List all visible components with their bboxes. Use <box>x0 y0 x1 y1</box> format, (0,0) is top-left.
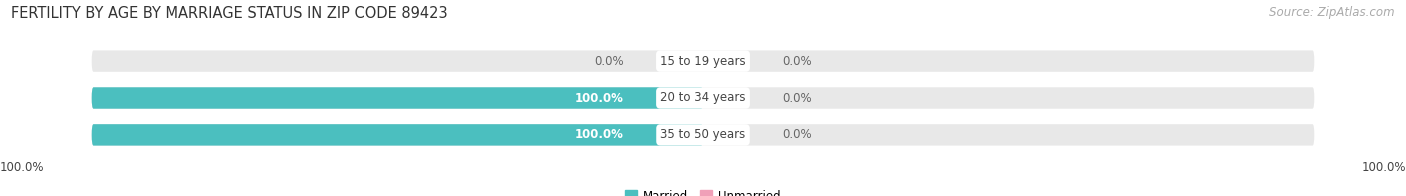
Text: 0.0%: 0.0% <box>783 128 813 141</box>
FancyBboxPatch shape <box>91 87 1315 109</box>
Text: FERTILITY BY AGE BY MARRIAGE STATUS IN ZIP CODE 89423: FERTILITY BY AGE BY MARRIAGE STATUS IN Z… <box>11 6 449 21</box>
Text: 35 to 50 years: 35 to 50 years <box>661 128 745 141</box>
Text: 15 to 19 years: 15 to 19 years <box>661 55 745 68</box>
Text: 100.0%: 100.0% <box>575 92 623 104</box>
Text: 0.0%: 0.0% <box>593 55 623 68</box>
Text: Source: ZipAtlas.com: Source: ZipAtlas.com <box>1270 6 1395 19</box>
FancyBboxPatch shape <box>91 124 703 146</box>
FancyBboxPatch shape <box>91 87 703 109</box>
Text: 100.0%: 100.0% <box>0 161 45 174</box>
FancyBboxPatch shape <box>91 50 1315 72</box>
FancyBboxPatch shape <box>91 124 1315 146</box>
Text: 20 to 34 years: 20 to 34 years <box>661 92 745 104</box>
Text: 0.0%: 0.0% <box>783 55 813 68</box>
Text: 0.0%: 0.0% <box>783 92 813 104</box>
Legend: Married, Unmarried: Married, Unmarried <box>620 185 786 196</box>
Text: 100.0%: 100.0% <box>1361 161 1406 174</box>
Text: 100.0%: 100.0% <box>575 128 623 141</box>
